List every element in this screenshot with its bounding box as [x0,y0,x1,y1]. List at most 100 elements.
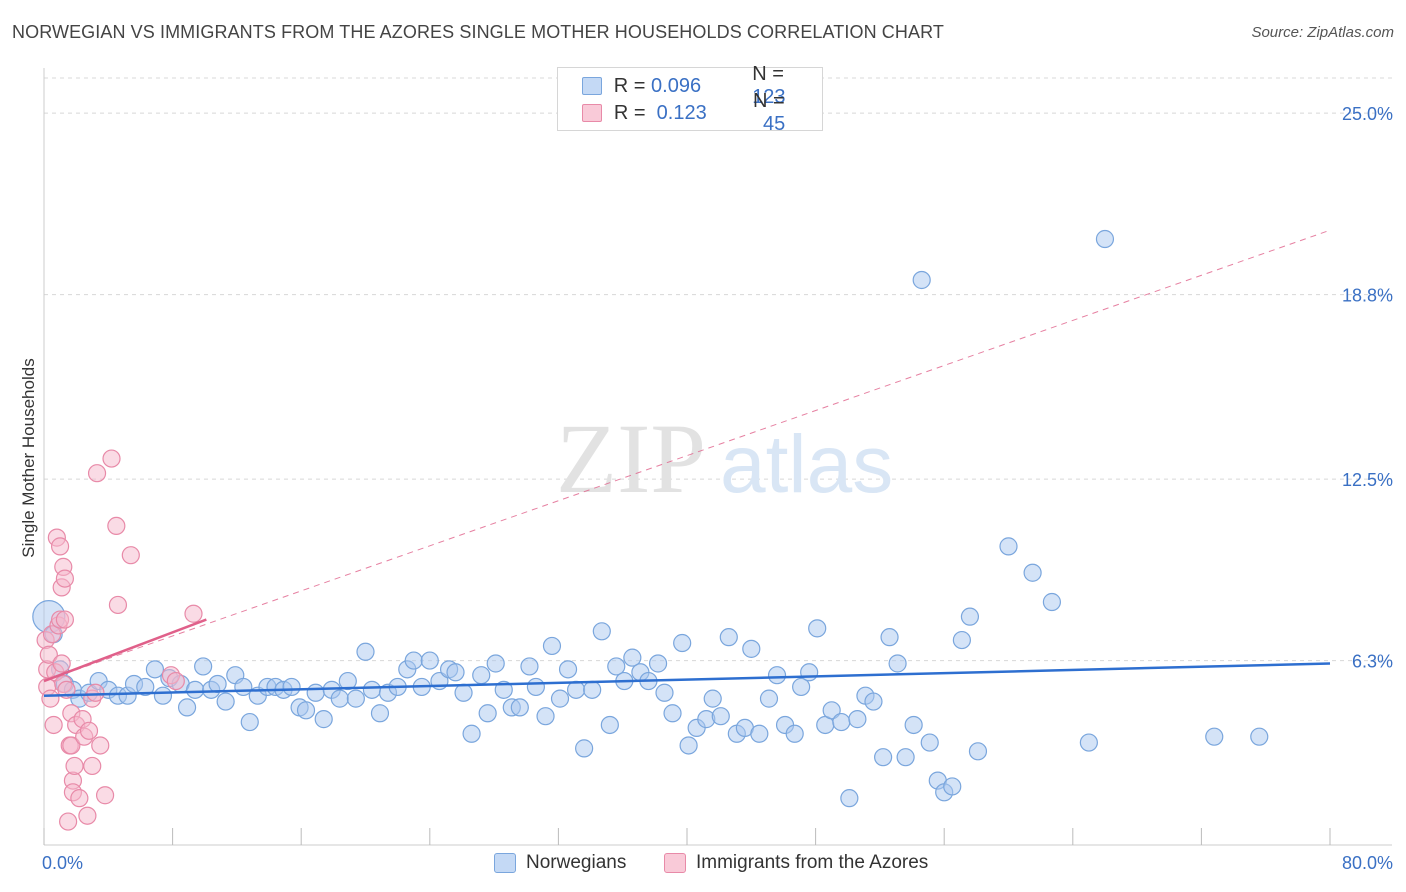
norwegian-point [952,630,971,650]
legend-label-norwegians: Norwegians [526,852,627,873]
norwegian-point [575,739,594,758]
norwegian-point [478,704,497,723]
azores-point [86,683,105,702]
legend-r-norwegians: R = 0.096 [614,75,752,98]
legend-n-norwegians: N = 123 [752,63,822,109]
norwegian-point [240,712,259,732]
norwegian-point [370,704,390,723]
norwegian-point [767,666,787,685]
azores-point [44,715,63,735]
data-points [32,229,1269,831]
azores-point [41,689,60,708]
norwegian-point [792,677,811,697]
norwegian-point [904,715,923,735]
legend-label-azores: Immigrants from the Azores [696,852,929,873]
azores-point [102,449,121,468]
norwegian-point [462,724,481,743]
norwegian-trend-line [43,662,1331,697]
axes [43,68,1392,846]
norwegian-point [454,683,473,702]
legend-r-label: R = [613,101,652,124]
watermark-atlas: atlas [720,419,893,510]
azores-trend-line [43,618,207,683]
azores-point [59,812,78,831]
norwegian-point [703,689,722,708]
norwegian-point [486,654,505,673]
norwegian-point [679,736,698,755]
norwegian-point [848,710,867,729]
norwegian-point [216,692,235,711]
legend-item-azores: Immigrants from the Azores [664,852,928,874]
norwegian-point [785,724,804,743]
norwegian-point [808,619,827,638]
azores-trend-extension [43,229,1331,682]
norwegian-point [592,622,611,641]
norwegian-point [194,657,213,676]
grid-lines [44,77,1392,662]
legend-swatch-pink [664,853,686,873]
norwegian-point [526,677,545,697]
norwegian-point [864,692,883,711]
azores-point [50,537,70,556]
norwegian-point [145,660,165,679]
legend-swatch-blue [582,77,602,95]
legend-swatch-blue [494,853,516,873]
norwegian-point [711,707,730,726]
norwegian-point [296,701,316,720]
norwegian-point [888,654,907,673]
norwegian-point [600,715,619,735]
legend-n-label: N = [752,63,784,85]
norwegian-point [338,671,357,691]
azores-point [121,546,140,565]
norwegian-point [800,663,819,682]
azores-point [83,756,102,776]
norwegian-point [1042,592,1062,612]
norwegian-point [362,680,382,699]
norwegian-point [510,698,529,717]
norwegian-point [536,707,555,726]
azores-point [95,786,115,805]
norwegian-point [177,698,197,717]
y-tick-label: 18.8% [1342,286,1393,306]
norwegian-point [960,607,980,626]
norwegian-point [542,636,562,656]
norwegian-point [208,674,227,694]
norwegian-point [420,651,439,670]
norwegian-point [648,654,668,673]
x-tick-label-min: 0.0% [42,853,83,873]
legend-item-norwegians: Norwegians [494,852,626,874]
norwegian-point [446,663,465,682]
legend-n-value: 123 [752,86,786,108]
norwegian-point [558,660,578,679]
azores-point [79,721,99,740]
azores-point [70,789,89,808]
norwegian-point [607,657,626,676]
norwegian-point [840,789,859,808]
trend-lines [43,229,1331,697]
series-legend: Norwegians Immigrants from the Azores [0,852,1406,878]
norwegian-point [153,686,173,705]
norwegian-point [314,710,333,729]
legend-n-azores: N = 45 [753,90,822,136]
norwegian-point [472,666,491,685]
norwegian-point [520,657,539,676]
norwegian-point [136,677,155,697]
norwegian-point [550,689,570,708]
y-tick-label: 25.0% [1342,104,1393,124]
legend-r-value: 0.096 [651,74,702,97]
norwegian-point [1205,727,1224,746]
norwegian-point [404,651,423,670]
azores-point [184,604,203,623]
legend-n-value: 45 [762,113,786,135]
watermark-zip: ZIP [556,403,706,514]
azores-point [91,736,110,755]
norwegian-point [282,677,301,697]
y-axis-title: Single Mother Households [19,358,38,557]
azores-point [107,516,126,536]
norwegian-point [566,680,586,699]
norwegian-point [330,689,349,708]
norwegian-point [1079,733,1098,752]
y-tick-label: 12.5% [1342,470,1393,490]
chart-title: NORWEGIAN VS IMMIGRANTS FROM THE AZORES … [12,22,944,42]
azores-point [55,569,74,588]
